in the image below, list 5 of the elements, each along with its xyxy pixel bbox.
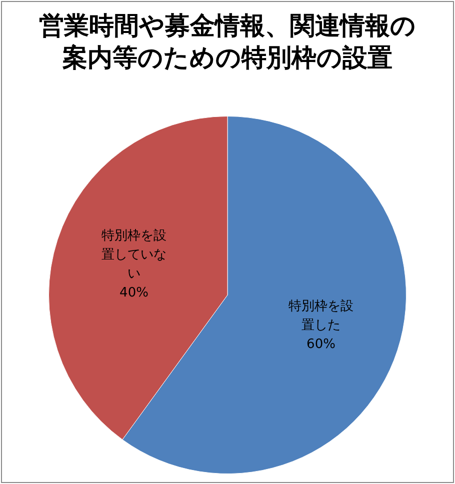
data-label: 60% <box>306 336 336 352</box>
slice-label: 特別枠を設置していない <box>102 228 166 282</box>
data-label: 40% <box>120 285 148 300</box>
chart-title: 営業時間や募金情報、関連情報の案内等のための特別枠の設置 <box>38 10 417 74</box>
slice-label: 特別枠を設置した <box>288 298 354 333</box>
